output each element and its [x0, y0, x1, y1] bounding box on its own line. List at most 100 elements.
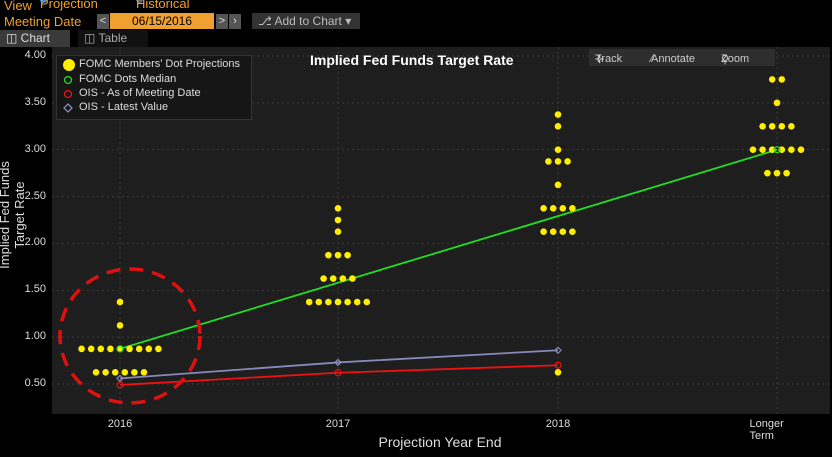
dot-projection-point: [78, 345, 85, 353]
dot-projection-point: [329, 275, 337, 282]
y-tick-label: 0.50: [24, 377, 46, 389]
dot-projection-point: [549, 204, 557, 212]
highlight-circle: [58, 267, 202, 405]
dot-projection-point: [126, 345, 133, 353]
dot-projection-point: [87, 345, 95, 353]
series-line: [119, 349, 559, 380]
x-tick-label: 2016: [107, 418, 133, 430]
legend-dot-marker: [63, 59, 75, 71]
series-line: [119, 364, 559, 386]
radio-selected-icon: [40, 0, 47, 3]
dot-projection-point: [749, 146, 757, 154]
dot-projection-point: [334, 216, 342, 224]
y-axis-label: Implied Fed Funds Target Rate: [0, 161, 27, 269]
legend-median-marker: [63, 75, 73, 85]
legend-ois-meeting-marker: [63, 89, 73, 99]
next-date-button[interactable]: >: [216, 14, 228, 29]
next-date-button-2[interactable]: ›: [229, 14, 241, 29]
dot-projection-point: [344, 298, 351, 306]
table-tab-icon: ◫: [84, 31, 99, 45]
series-markers: [116, 146, 781, 389]
view-label: View: [4, 0, 32, 13]
series-point: [334, 358, 342, 367]
dot-projection-point: [559, 204, 567, 212]
pencil-icon: ∕: [651, 53, 653, 65]
dot-projection-point: [135, 345, 143, 353]
dot-projection-point: [107, 345, 114, 353]
dot-projection-point: [325, 251, 332, 259]
dot-projection-point: [764, 169, 771, 177]
dot-projection-point: [768, 122, 776, 130]
series-point: [116, 345, 124, 353]
x-axis-label: Projection Year End: [378, 434, 502, 450]
dot-projection-point: [559, 228, 567, 236]
view-row: View Projection Historical: [0, 0, 832, 14]
dot-projection-point: [305, 298, 313, 306]
add-to-chart-label: Add to Chart: [274, 14, 342, 28]
meeting-date-row: Meeting Date: [0, 13, 832, 31]
dot-projection-point: [121, 368, 129, 376]
annotate-label: Annotate: [651, 53, 696, 65]
dot-projection-point: [778, 76, 786, 83]
prev-date-button[interactable]: <: [97, 14, 109, 29]
series-point: [773, 146, 781, 154]
tab-chart-label: Chart: [20, 31, 51, 45]
dot-projection-point: [315, 298, 323, 306]
y-tick-label: 1.50: [24, 283, 46, 296]
dot-projection-point: [145, 345, 153, 353]
dot-projection-point: [554, 181, 562, 189]
dot-projection-point: [349, 275, 356, 282]
dropdown-arrow-icon: ▾: [341, 14, 352, 28]
y-tick-label: 3.00: [24, 142, 46, 155]
dot-projection-point: [116, 322, 124, 329]
legend-label-ois-latest: OIS - Latest Value: [79, 101, 169, 113]
dot-projection-point: [116, 298, 124, 306]
radio-projection-label: Projection: [40, 0, 98, 11]
series-point: [554, 361, 562, 369]
dot-projection-point: [569, 228, 576, 236]
tab-table-label: Table: [98, 31, 128, 45]
y-tick-label: 4.00: [24, 49, 46, 61]
dot-projection-point: [353, 298, 361, 306]
dot-projection-point: [363, 298, 371, 306]
x-tick-label: 2018: [545, 418, 571, 430]
dot-projection-point: [116, 345, 124, 353]
meeting-date-field[interactable]: 06/15/2016: [110, 13, 214, 29]
dot-projection-point: [344, 251, 351, 259]
legend-label-median: FOMC Dots Median: [79, 73, 177, 85]
dot-projection-point: [783, 169, 790, 177]
y-tick-label: 2.50: [24, 189, 46, 202]
crosshair-icon: ✛: [595, 54, 605, 66]
dot-projection-point: [102, 368, 109, 376]
zoom-label: Zoom: [721, 53, 750, 65]
radio-historical-label: Historical: [136, 0, 190, 11]
dot-projection-point: [545, 158, 552, 165]
radio-unselected-icon: [136, 0, 143, 3]
dot-projection-point: [92, 368, 100, 376]
dot-projections: [78, 76, 805, 376]
dot-projection-point: [564, 158, 571, 165]
y-tick-label: 3.50: [24, 95, 46, 108]
tab-chart[interactable]: ◫ Chart: [0, 30, 70, 47]
dot-projection-point: [554, 146, 562, 154]
dot-projection-point: [155, 345, 162, 353]
dot-projection-point: [788, 146, 795, 154]
dot-projection-point: [334, 298, 342, 306]
dot-projection-point: [554, 368, 562, 376]
dot-projection-point: [768, 76, 776, 83]
legend-label-ois-meeting: OIS - As of Meeting Date: [79, 87, 201, 99]
dot-projection-point: [759, 146, 766, 154]
dot-projection-point: [788, 122, 795, 130]
series-point: [554, 346, 562, 355]
series-lines: [119, 148, 778, 386]
series-line: [119, 148, 778, 350]
tab-table[interactable]: ◫ Table: [78, 30, 148, 47]
dot-projection-point: [325, 298, 332, 306]
chart-title: Implied Fed Funds Target Rate: [310, 52, 514, 68]
add-chart-icon: ⎇: [258, 14, 275, 28]
add-to-chart-button[interactable]: ⎇ Add to Chart ▾: [252, 13, 360, 29]
chart-toolbar: ✛ Track ∕ Annotate ⚲ Zoom: [589, 49, 775, 66]
legend-label-dots: FOMC Members' Dot Projections: [79, 58, 241, 70]
dot-projection-point: [549, 228, 557, 236]
dot-projection-point: [540, 204, 547, 212]
